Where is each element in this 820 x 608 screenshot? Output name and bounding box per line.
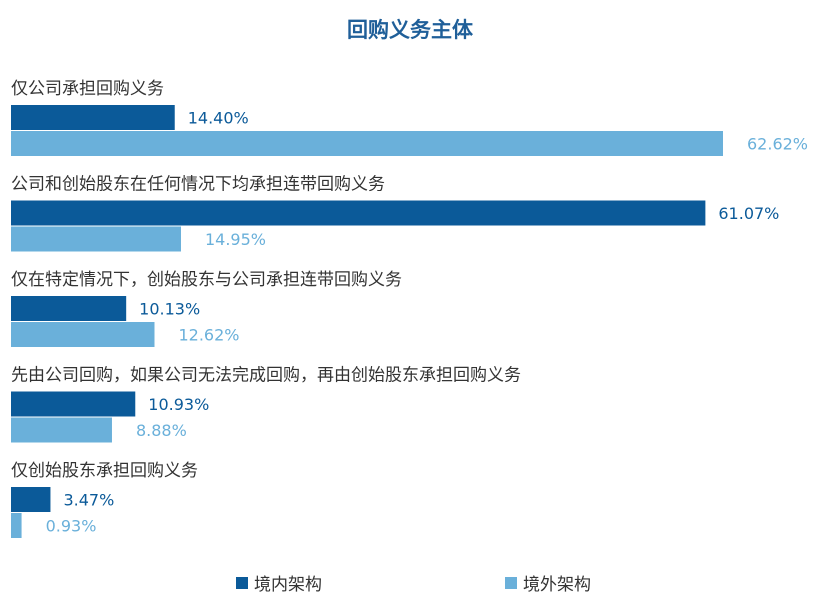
value-label-overseas: 62.62%: [747, 135, 808, 154]
bar-domestic[interactable]: [11, 391, 136, 417]
chart-title: 回购义务主体: [347, 18, 473, 42]
bar-domestic[interactable]: [11, 487, 51, 512]
value-label-overseas: 8.88%: [136, 421, 187, 440]
bar-overseas[interactable]: [11, 322, 155, 347]
bar-overseas[interactable]: [11, 513, 22, 538]
value-label-overseas: 12.62%: [178, 326, 239, 345]
category-label: 公司和创始股东在任何情况下均承担连带回购义务: [11, 175, 385, 195]
category-label: 仅在特定情况下，创始股东与公司承担连带回购义务: [11, 270, 402, 290]
legend-label-domestic: 境内架构: [254, 575, 322, 595]
legend-item-overseas[interactable]: 境外架构: [505, 570, 591, 595]
legend-label-overseas: 境外架构: [523, 575, 591, 595]
legend: 境内架构 境外架构: [0, 570, 820, 595]
category-label: 先由公司回购，如果公司无法完成回购，再由创始股东承担回购义务: [11, 366, 521, 386]
bar-overseas[interactable]: [11, 226, 181, 252]
value-label-domestic: 61.07%: [718, 204, 779, 223]
value-label-overseas: 0.93%: [46, 517, 97, 536]
bar-overseas[interactable]: [11, 131, 723, 156]
value-label-domestic: 10.13%: [139, 300, 200, 319]
legend-item-domestic[interactable]: 境内架构: [236, 570, 322, 595]
legend-swatch-domestic: [236, 576, 248, 589]
bar-domestic[interactable]: [11, 105, 175, 130]
category-label: 仅创始股东承担回购义务: [11, 461, 198, 481]
value-label-domestic: 3.47%: [63, 491, 114, 510]
value-label-domestic: 14.40%: [188, 109, 249, 128]
legend-swatch-overseas: [505, 576, 517, 589]
value-label-domestic: 10.93%: [148, 395, 209, 414]
bar-domestic[interactable]: [11, 200, 706, 226]
bar-domestic[interactable]: [11, 296, 127, 321]
value-label-overseas: 14.95%: [205, 230, 266, 249]
bar-overseas[interactable]: [11, 417, 112, 443]
category-label: 仅公司承担回购义务: [11, 79, 164, 99]
